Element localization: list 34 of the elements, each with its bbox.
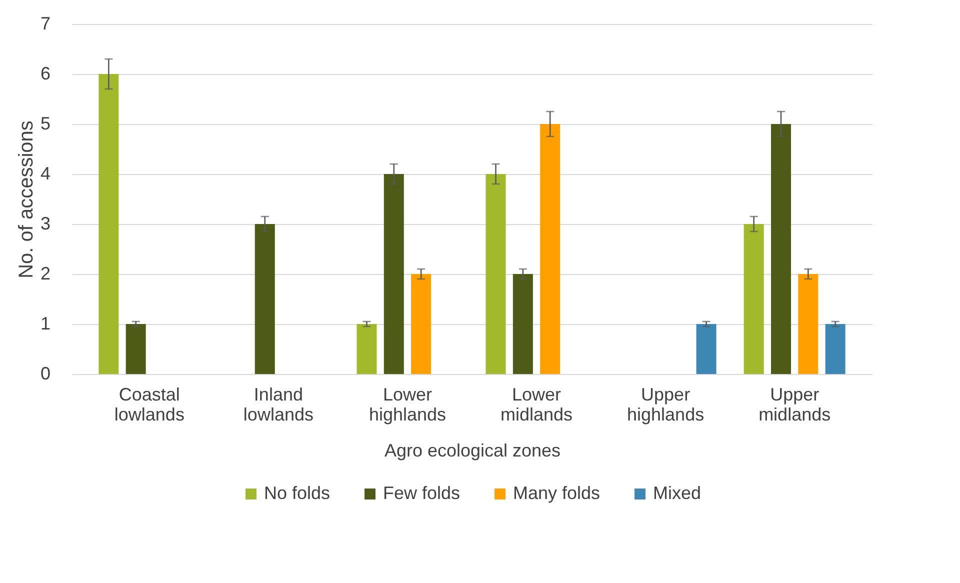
bar [486, 174, 506, 374]
y-tick-label: 2 [40, 264, 50, 284]
legend-label: Few folds [383, 483, 460, 503]
bar [512, 274, 533, 374]
x-tick-label: Lower highlands [368, 384, 446, 424]
bar [98, 74, 119, 374]
bar [356, 324, 377, 374]
x-tick-label: Upper highlands [627, 384, 704, 424]
bar [744, 224, 764, 374]
bar [771, 124, 791, 374]
x-tick-label: Lower midlands [500, 384, 573, 424]
y-tick-label: 5 [40, 114, 50, 134]
bar [384, 174, 404, 374]
y-tick-label: 0 [40, 364, 50, 384]
bar [411, 274, 432, 374]
x-tick-label: Upper midlands [758, 384, 831, 424]
y-tick-label: 1 [40, 314, 50, 334]
bar [696, 324, 716, 374]
y-tick-label: 6 [40, 64, 50, 84]
legend-label: Mixed [653, 483, 702, 503]
bar [798, 274, 818, 374]
y-tick-label: 4 [40, 164, 50, 184]
y-tick-label: 3 [40, 214, 50, 234]
bar [126, 324, 146, 374]
legend-label: Many folds [513, 483, 600, 503]
y-tick-label: 7 [40, 14, 50, 34]
x-axis-title: Agro ecological zones [384, 440, 561, 460]
x-tick-label: Coastal lowlands [114, 384, 184, 424]
legend-label: No folds [264, 483, 330, 503]
y-axis-title: No. of accessions [15, 120, 38, 278]
bar [254, 224, 275, 374]
bar [825, 324, 846, 374]
bar [540, 124, 560, 374]
x-tick-label: Inland lowlands [243, 384, 314, 424]
